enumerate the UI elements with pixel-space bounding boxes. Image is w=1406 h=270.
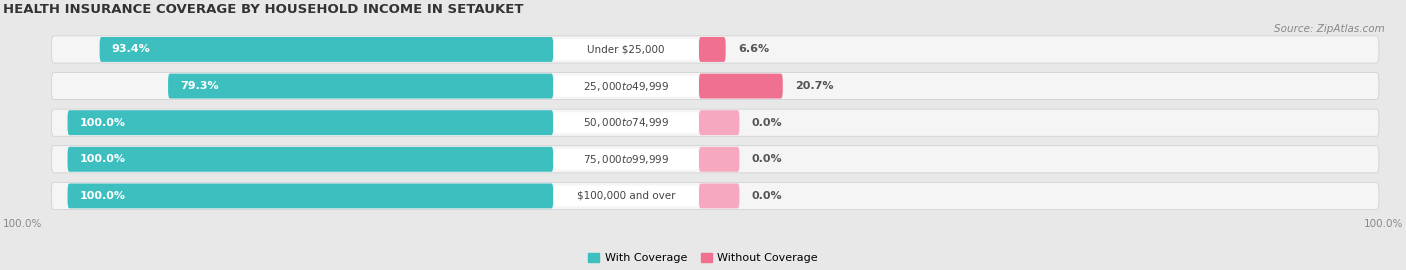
- Text: 0.0%: 0.0%: [752, 118, 782, 128]
- FancyBboxPatch shape: [699, 110, 740, 135]
- Text: $100,000 and over: $100,000 and over: [576, 191, 675, 201]
- Text: Source: ZipAtlas.com: Source: ZipAtlas.com: [1274, 24, 1385, 34]
- FancyBboxPatch shape: [553, 76, 699, 97]
- FancyBboxPatch shape: [52, 73, 1379, 100]
- Text: 100.0%: 100.0%: [80, 154, 125, 164]
- Text: 100.0%: 100.0%: [80, 118, 125, 128]
- FancyBboxPatch shape: [553, 39, 699, 60]
- Text: $75,000 to $99,999: $75,000 to $99,999: [583, 153, 669, 166]
- Text: 100.0%: 100.0%: [80, 191, 125, 201]
- FancyBboxPatch shape: [67, 184, 553, 208]
- FancyBboxPatch shape: [100, 37, 553, 62]
- Text: Under $25,000: Under $25,000: [588, 45, 665, 55]
- FancyBboxPatch shape: [52, 36, 1379, 63]
- FancyBboxPatch shape: [52, 109, 1379, 136]
- Text: 20.7%: 20.7%: [794, 81, 834, 91]
- Text: $50,000 to $74,999: $50,000 to $74,999: [583, 116, 669, 129]
- FancyBboxPatch shape: [699, 37, 725, 62]
- FancyBboxPatch shape: [553, 185, 699, 206]
- Text: 0.0%: 0.0%: [752, 154, 782, 164]
- Text: 93.4%: 93.4%: [111, 45, 150, 55]
- FancyBboxPatch shape: [553, 112, 699, 133]
- FancyBboxPatch shape: [699, 184, 740, 208]
- FancyBboxPatch shape: [699, 74, 783, 99]
- FancyBboxPatch shape: [52, 182, 1379, 210]
- Text: 0.0%: 0.0%: [752, 191, 782, 201]
- Legend: With Coverage, Without Coverage: With Coverage, Without Coverage: [583, 248, 823, 267]
- Text: HEALTH INSURANCE COVERAGE BY HOUSEHOLD INCOME IN SETAUKET: HEALTH INSURANCE COVERAGE BY HOUSEHOLD I…: [3, 3, 523, 16]
- FancyBboxPatch shape: [169, 74, 553, 99]
- FancyBboxPatch shape: [67, 147, 553, 172]
- Text: $25,000 to $49,999: $25,000 to $49,999: [583, 80, 669, 93]
- FancyBboxPatch shape: [553, 149, 699, 170]
- Text: 100.0%: 100.0%: [3, 220, 42, 230]
- Text: 79.3%: 79.3%: [180, 81, 219, 91]
- Text: 100.0%: 100.0%: [1364, 220, 1403, 230]
- FancyBboxPatch shape: [699, 147, 740, 172]
- Text: 6.6%: 6.6%: [738, 45, 769, 55]
- FancyBboxPatch shape: [52, 146, 1379, 173]
- FancyBboxPatch shape: [67, 110, 553, 135]
